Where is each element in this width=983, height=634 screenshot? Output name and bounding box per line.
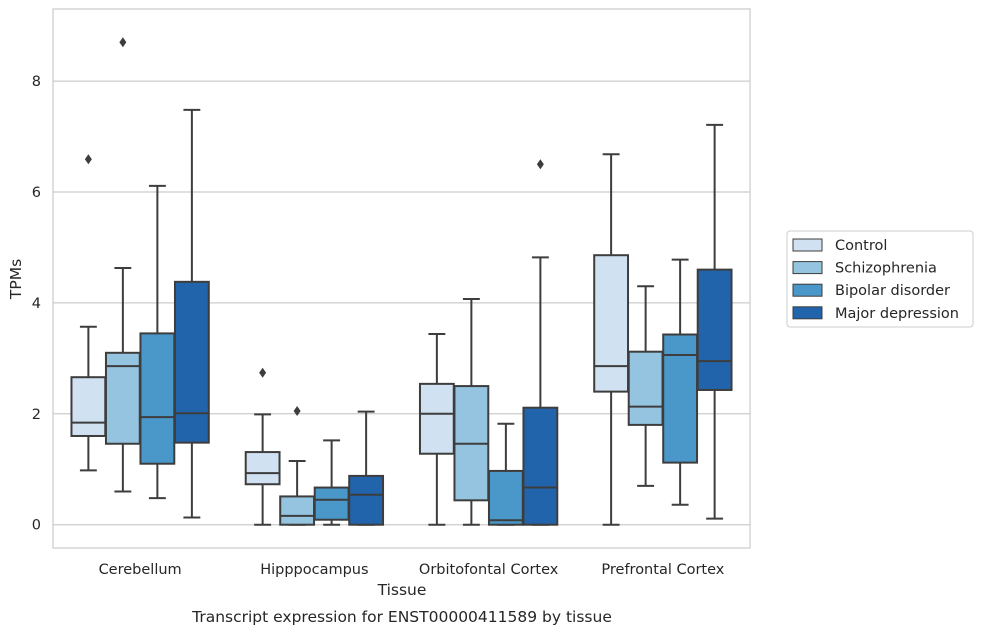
outlier-point: [293, 406, 301, 417]
box-control: [244, 367, 281, 526]
outlier-point: [259, 367, 267, 378]
box-bipolar-disorder: [139, 184, 176, 500]
box-body: [487, 469, 524, 526]
y-axis-ticks: 0 2 4 6 8: [32, 74, 41, 534]
y-tick-label: 4: [32, 296, 41, 312]
box-control: [418, 332, 455, 526]
box-schizophrenia: [627, 285, 664, 487]
x-tick-label: Cerebellum: [99, 562, 182, 578]
box-body: [173, 280, 210, 444]
legend-label: Bipolar disorder: [835, 283, 950, 299]
box-major-depression: [348, 410, 385, 526]
box-major-depression: [522, 159, 559, 526]
legend-label: Schizophrenia: [835, 261, 937, 277]
box-body: [348, 474, 385, 526]
x-tick-label: Hipppocampus: [260, 562, 368, 578]
legend-frame: [786, 230, 974, 328]
legend-swatch: [792, 283, 823, 297]
box-body: [522, 406, 559, 526]
box-schizophrenia: [453, 298, 490, 526]
y-tick-label: 6: [32, 185, 41, 201]
box-body: [313, 486, 350, 521]
box-major-depression: [696, 123, 733, 520]
y-tick-label: 0: [32, 518, 41, 534]
box-plots: [70, 37, 733, 526]
legend-swatch: [792, 238, 823, 252]
y-tick-label: 2: [32, 407, 41, 423]
box-bipolar-disorder: [313, 439, 350, 526]
legend-swatch: [792, 306, 823, 320]
box-body: [593, 254, 630, 393]
box-body: [662, 333, 699, 464]
x-tick-label: Orbitofontal Cortex: [419, 562, 559, 578]
legend-label: Major depression: [835, 306, 959, 322]
box-bipolar-disorder: [662, 258, 699, 506]
legend-swatch: [792, 261, 823, 275]
x-axis-ticks: Cerebellum Hipppocampus Orbitofontal Corte…: [99, 562, 725, 578]
box-bipolar-disorder: [487, 422, 524, 526]
outlier-point: [536, 159, 544, 170]
box-body: [418, 382, 455, 455]
y-tick-label: 8: [32, 74, 41, 90]
chart-caption: Transcript expression for ENST0000041158…: [191, 608, 612, 626]
box-body: [139, 332, 176, 465]
outlier-point: [84, 154, 92, 165]
box-body: [696, 268, 733, 391]
y-axis-label: TPMs: [7, 259, 25, 300]
box-control: [70, 154, 107, 472]
box-major-depression: [173, 108, 210, 519]
outlier-point: [119, 37, 127, 48]
legend-label: Control: [835, 238, 887, 254]
plot-frame: [52, 8, 751, 549]
box-body: [70, 376, 107, 437]
box-schizophrenia: [279, 406, 316, 526]
box-control: [593, 153, 630, 526]
x-axis-label: Tissue: [377, 581, 427, 599]
box-schizophrenia: [104, 37, 141, 493]
box-body: [244, 451, 281, 486]
x-tick-label: Prefrontal Cortex: [601, 562, 724, 578]
box-body: [627, 350, 664, 426]
legend: Control Schizophrenia Bipolar disorder Majo…: [786, 230, 974, 328]
box-body: [279, 495, 316, 526]
